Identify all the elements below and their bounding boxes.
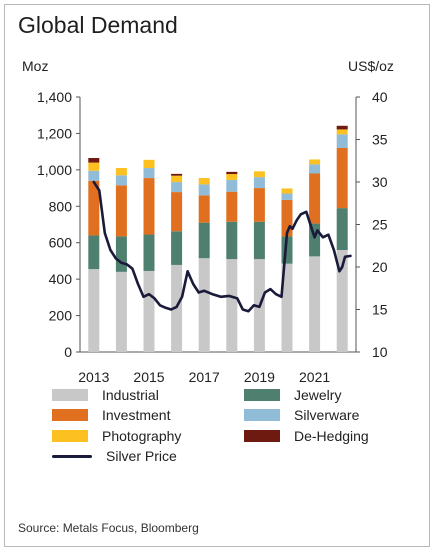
bar-segment-jewelry-2022 (336, 208, 348, 250)
bar-segment-industrial-2013 (88, 269, 100, 352)
bar-segment-jewelry-2014 (115, 236, 127, 272)
right-tick-label: 35 (372, 132, 388, 148)
bar-segment-silverware-2019 (253, 177, 265, 189)
bar-segment-jewelry-2021 (309, 223, 321, 257)
left-tick-label: 1,000 (37, 162, 72, 178)
source-note: Source: Metals Focus, Bloomberg (18, 521, 199, 535)
bar-segment-investment-2019 (253, 188, 265, 222)
bar-segment-photography-2019 (253, 171, 265, 178)
bar-segment-de-hedging-2013 (88, 158, 100, 163)
right-tick-label: 30 (372, 174, 388, 190)
bar-segment-industrial-2022 (336, 250, 348, 352)
bar-segment-jewelry-2019 (253, 221, 265, 260)
bar-segment-photography-2017 (198, 178, 210, 185)
bar-segment-silverware-2016 (171, 182, 183, 193)
x-tick-label: 2021 (299, 369, 330, 385)
right-tick-label: 20 (372, 259, 388, 275)
bar-segment-photography-2021 (309, 159, 321, 165)
left-tick-label: 1,200 (37, 125, 72, 141)
bar-segment-photography-2015 (143, 159, 155, 169)
bar-segment-photography-2020 (281, 188, 293, 194)
bar-segment-silverware-2021 (309, 164, 321, 174)
bar-segment-jewelry-2013 (88, 235, 100, 270)
bar-segment-de-hedging-2022 (336, 125, 348, 130)
bar-segment-silverware-2014 (115, 175, 127, 186)
right-tick-label: 25 (372, 217, 388, 233)
bar-segment-photography-2022 (336, 129, 348, 135)
x-tick-label: 2017 (189, 369, 220, 385)
bar-segment-de-hedging-2018 (226, 171, 238, 175)
bar-segment-industrial-2016 (171, 264, 183, 352)
bar-segment-jewelry-2015 (143, 234, 155, 271)
bar-segment-investment-2013 (88, 180, 100, 236)
bar-segment-investment-2022 (336, 148, 348, 209)
silver-price-line (92, 180, 352, 313)
bar-segment-investment-2014 (115, 185, 127, 237)
bar-segment-investment-2020 (281, 199, 293, 237)
bar-segment-photography-2013 (88, 162, 100, 171)
bar-segment-industrial-2015 (143, 270, 155, 352)
right-tick-label: 10 (372, 344, 388, 360)
bar-segment-photography-2018 (226, 174, 238, 180)
bar-segment-industrial-2018 (226, 259, 238, 352)
bar-segment-silverware-2017 (198, 184, 210, 196)
bar-segment-jewelry-2018 (226, 221, 238, 260)
left-tick-label: 200 (49, 308, 73, 324)
left-tick-label: 1,400 (37, 89, 72, 105)
bar-segment-silverware-2018 (226, 179, 238, 192)
x-tick-label: 2013 (78, 369, 109, 385)
bar-segment-silverware-2020 (281, 193, 293, 200)
bar-segment-jewelry-2020 (281, 236, 293, 264)
left-tick-label: 600 (49, 235, 73, 251)
bar-segment-silverware-2015 (143, 168, 155, 179)
x-tick-label: 2019 (244, 369, 275, 385)
bar-segment-industrial-2017 (198, 258, 210, 352)
left-tick-label: 0 (64, 344, 72, 360)
right-axis-unit: US$/oz (348, 58, 394, 74)
left-axis-unit: Moz (22, 58, 49, 74)
bar-segment-industrial-2020 (281, 263, 293, 352)
right-tick-label: 15 (372, 302, 388, 318)
bar-segment-jewelry-2016 (171, 231, 183, 265)
right-tick-label: 40 (372, 89, 388, 105)
left-tick-label: 800 (49, 198, 73, 214)
bar-segment-silverware-2022 (336, 134, 348, 148)
x-tick-label: 2015 (133, 369, 164, 385)
bar-segment-photography-2014 (115, 168, 127, 176)
bar-segment-investment-2018 (226, 191, 238, 222)
bar-segment-silverware-2013 (88, 170, 100, 181)
left-tick-label: 400 (49, 271, 73, 287)
bar-segment-photography-2016 (171, 175, 183, 183)
bar-segment-investment-2016 (171, 192, 183, 232)
bar-segment-de-hedging-2016 (171, 173, 183, 176)
chart-title: Global Demand (18, 12, 178, 38)
bar-segment-investment-2017 (198, 195, 210, 223)
bar-segment-investment-2021 (309, 173, 321, 224)
bar-segment-jewelry-2017 (198, 222, 210, 259)
bar-segment-industrial-2014 (115, 271, 127, 352)
bar-segment-investment-2015 (143, 178, 155, 235)
bar-segment-industrial-2021 (309, 256, 321, 352)
